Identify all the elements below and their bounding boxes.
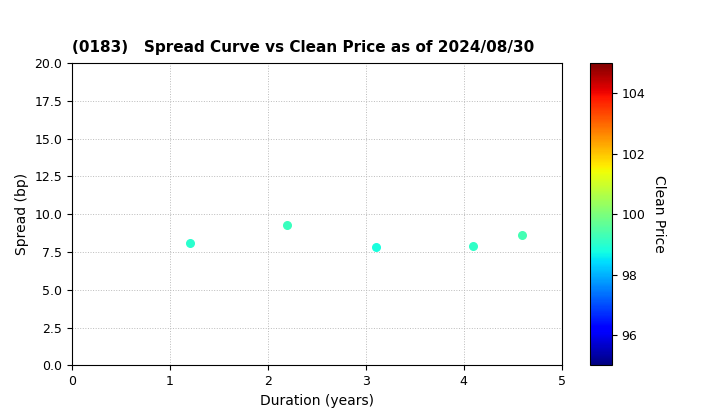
Point: [282, 221, 293, 228]
Point: [468, 243, 480, 249]
Y-axis label: Spread (bp): Spread (bp): [15, 173, 29, 255]
Point: [370, 244, 382, 251]
Y-axis label: Clean Price: Clean Price: [652, 175, 667, 253]
X-axis label: Duration (years): Duration (years): [260, 394, 374, 408]
Point: [184, 239, 195, 246]
Text: (0183)   Spread Curve vs Clean Price as of 2024/08/30: (0183) Spread Curve vs Clean Price as of…: [72, 40, 534, 55]
Point: [517, 232, 528, 239]
